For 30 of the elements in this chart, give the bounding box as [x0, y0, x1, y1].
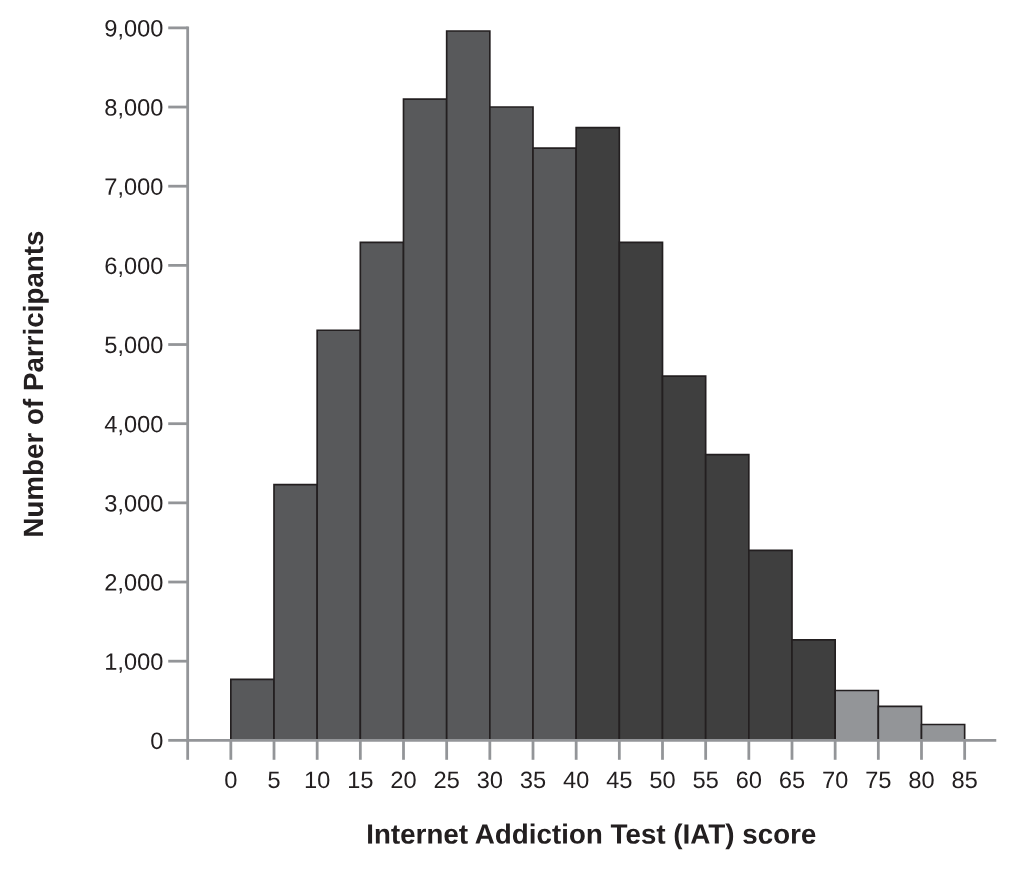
y-tick-label: 8,000	[105, 99, 163, 119]
y-tick-label: 1,000	[106, 653, 163, 673]
y-tick-label: 5,000	[105, 336, 163, 357]
y-tick-label: 0	[151, 732, 163, 750]
x-tick-label: 30	[477, 771, 503, 789]
x-tick-label: 50	[650, 771, 675, 789]
y-tick-label: 9,000	[105, 19, 163, 40]
x-tick-label: 70	[823, 771, 848, 789]
x-tick-label: 80	[909, 771, 934, 789]
x-tick-label: 40	[563, 771, 589, 789]
y-tick-label: 7,000	[105, 178, 163, 198]
x-tick-label: 65	[780, 771, 805, 789]
y-tick-label: 2,000	[105, 574, 163, 594]
x-tick-label: 0	[225, 771, 237, 789]
x-tick-label: 35	[520, 771, 546, 789]
x-tick-label: 75	[866, 771, 891, 789]
x-tick-label: 25	[434, 771, 459, 789]
x-tick-label: 85	[952, 771, 977, 789]
y-tick-label: 3,000	[105, 494, 163, 515]
x-tick-label: 15	[349, 771, 373, 789]
x-tick-label: 60	[736, 771, 762, 789]
y-tick-label: 4,000	[104, 415, 163, 436]
x-axis-title: Internet Addiction Test (IAT) score	[368, 823, 816, 850]
y-tick-label: 6,000	[105, 257, 163, 277]
x-tick-label: 45	[606, 771, 632, 789]
x-tick-label: 20	[391, 771, 416, 789]
y-axis-title: Number of Parricipants	[22, 231, 49, 536]
x-tick-label: 55	[693, 771, 718, 789]
x-tick-label: 10	[305, 771, 330, 789]
x-tick-label: 5	[268, 771, 280, 789]
